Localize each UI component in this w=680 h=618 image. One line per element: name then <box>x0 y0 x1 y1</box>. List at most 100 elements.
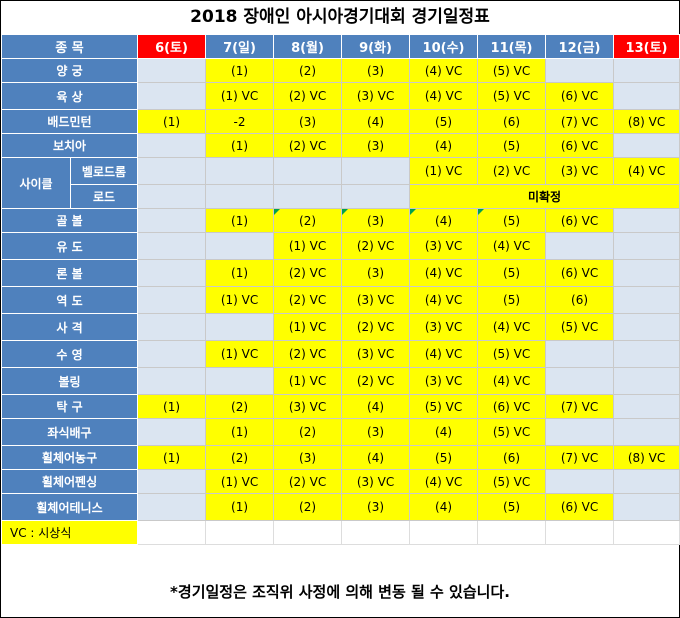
schedule-cell: (5) VC <box>409 394 479 419</box>
schedule-cell: (3) VC <box>341 286 411 314</box>
table-row: 보치아 (1) (2) VC (3) (4) (5) (6) VC <box>0 133 680 158</box>
sport-name: 양 궁 <box>0 58 139 83</box>
sport-name: 수 영 <box>0 340 139 368</box>
schedule-cell: (2) VC <box>273 133 343 158</box>
schedule-cell <box>613 394 680 419</box>
undecided-cell: 미확정 <box>409 184 680 209</box>
schedule-cell: (2) <box>273 418 343 446</box>
sport-name: 휠체어펜싱 <box>0 469 139 494</box>
schedule-cell: (3) <box>341 259 411 287</box>
schedule-cell <box>137 313 207 341</box>
schedule-cell <box>137 184 207 209</box>
table-row: 유 도 (1) VC (2) VC (3) VC (4) VC <box>0 232 680 260</box>
schedule-cell: (4) <box>341 445 411 470</box>
schedule-cell <box>137 133 207 158</box>
blank-cell <box>545 520 615 545</box>
schedule-cell <box>137 286 207 314</box>
schedule-cell: (2) VC <box>477 157 547 185</box>
schedule-cell: (4) VC <box>477 232 547 260</box>
schedule-cell: (5) VC <box>477 82 547 110</box>
table-row: 로드 미확정 <box>2 184 680 209</box>
schedule-cell <box>137 340 207 368</box>
table-row: 배드민턴 (1) -2 (3) (4) (5) (6) (7) VC (8) V… <box>0 109 680 134</box>
schedule-cell <box>205 184 275 209</box>
schedule-cell: (3) VC <box>545 157 615 185</box>
schedule-cell: (4) VC <box>409 58 479 83</box>
header-day: 7(일) <box>205 34 275 59</box>
schedule-cell: (4) VC <box>613 157 680 185</box>
schedule-cell: (4) <box>409 133 479 158</box>
schedule-cell <box>545 469 615 494</box>
sport-name: 사이클 <box>1 157 71 209</box>
header-day: 13(토) <box>613 34 680 59</box>
schedule-cell: (8) VC <box>613 109 680 134</box>
sub-sport-name: 벨로드롬 <box>69 157 139 185</box>
sport-name: 골 볼 <box>0 208 139 233</box>
table-row: 수 영 (1) VC (2) VC (3) VC (4) VC (5) VC <box>0 340 680 368</box>
schedule-cell: (2) VC <box>273 469 343 494</box>
page-title: 2018 장애인 아시아경기대회 경기일정표 <box>190 7 490 27</box>
table-row: 볼링 (1) VC (2) VC (3) VC (4) VC <box>0 367 680 395</box>
schedule-cell: (6) VC <box>477 394 547 419</box>
schedule-cell: (3) VC <box>341 82 411 110</box>
table-row: 좌식배구 (1) (2) (3) (4) (5) VC <box>0 418 680 446</box>
sport-name: 육 상 <box>0 82 139 110</box>
blank-cell <box>205 520 275 545</box>
schedule-cell <box>613 493 680 521</box>
schedule-cell: (1) <box>205 493 275 521</box>
schedule-change-notice: *경기일정은 조직위 사정에 의해 변동 될 수 있습니다. <box>170 583 510 601</box>
schedule-cell: (5) VC <box>477 469 547 494</box>
schedule-table: 종 목 6(토) 7(일) 8(월) 9(화) 10(수) 11(목) 12(금… <box>0 34 680 545</box>
schedule-cell <box>613 286 680 314</box>
schedule-cell <box>613 313 680 341</box>
schedule-cell: (5) <box>477 259 547 287</box>
schedule-cell <box>137 82 207 110</box>
schedule-cell: (3) <box>273 109 343 134</box>
schedule-cell <box>613 418 680 446</box>
schedule-cell: (6) VC <box>545 208 615 233</box>
table-row: 탁 구 (1) (2) (3) VC (4) (5) VC (6) VC (7)… <box>0 394 680 419</box>
schedule-cell: (4) VC <box>409 259 479 287</box>
schedule-cell: (6) VC <box>545 133 615 158</box>
schedule-cell <box>205 313 275 341</box>
schedule-cell: (1) <box>137 109 207 134</box>
header-sport: 종 목 <box>0 34 139 59</box>
schedule-cell <box>545 367 615 395</box>
blank-cell <box>477 520 547 545</box>
schedule-cell: (3) <box>341 133 411 158</box>
schedule-cell <box>137 367 207 395</box>
schedule-cell: (6) <box>545 286 615 314</box>
schedule-cell <box>545 418 615 446</box>
schedule-cell <box>137 418 207 446</box>
schedule-cell: (2) VC <box>341 232 411 260</box>
schedule-cell: (3) VC <box>409 367 479 395</box>
schedule-cell <box>545 232 615 260</box>
schedule-cell <box>545 58 615 83</box>
schedule-cell <box>613 367 680 395</box>
schedule-cell <box>613 232 680 260</box>
schedule-cell <box>341 184 411 209</box>
schedule-cell: -2 <box>205 109 275 134</box>
schedule-cell: (1) <box>137 445 207 470</box>
schedule-cell: (6) <box>477 445 547 470</box>
sport-name: 좌식배구 <box>0 418 139 446</box>
schedule-cell <box>137 232 207 260</box>
schedule-cell: (4) VC <box>409 340 479 368</box>
schedule-cell: (2) VC <box>273 82 343 110</box>
schedule-cell: (2) <box>273 493 343 521</box>
table-row: 휠체어농구 (1) (2) (3) (4) (5) (6) (7) VC (8)… <box>0 445 680 470</box>
schedule-cell: (5) <box>477 133 547 158</box>
schedule-cell: (5) <box>477 493 547 521</box>
schedule-cell: (7) VC <box>545 445 615 470</box>
schedule-cell <box>137 208 207 233</box>
schedule-cell <box>613 259 680 287</box>
schedule-cell: (4) VC <box>477 313 547 341</box>
schedule-cell: (3) VC <box>409 232 479 260</box>
schedule-cell: (1) VC <box>273 367 343 395</box>
sport-name: 배드민턴 <box>0 109 139 134</box>
schedule-cell: (1) <box>205 58 275 83</box>
schedule-cell: (4) <box>341 394 411 419</box>
header-day: 10(수) <box>409 34 479 59</box>
schedule-cell: (4) <box>341 109 411 134</box>
